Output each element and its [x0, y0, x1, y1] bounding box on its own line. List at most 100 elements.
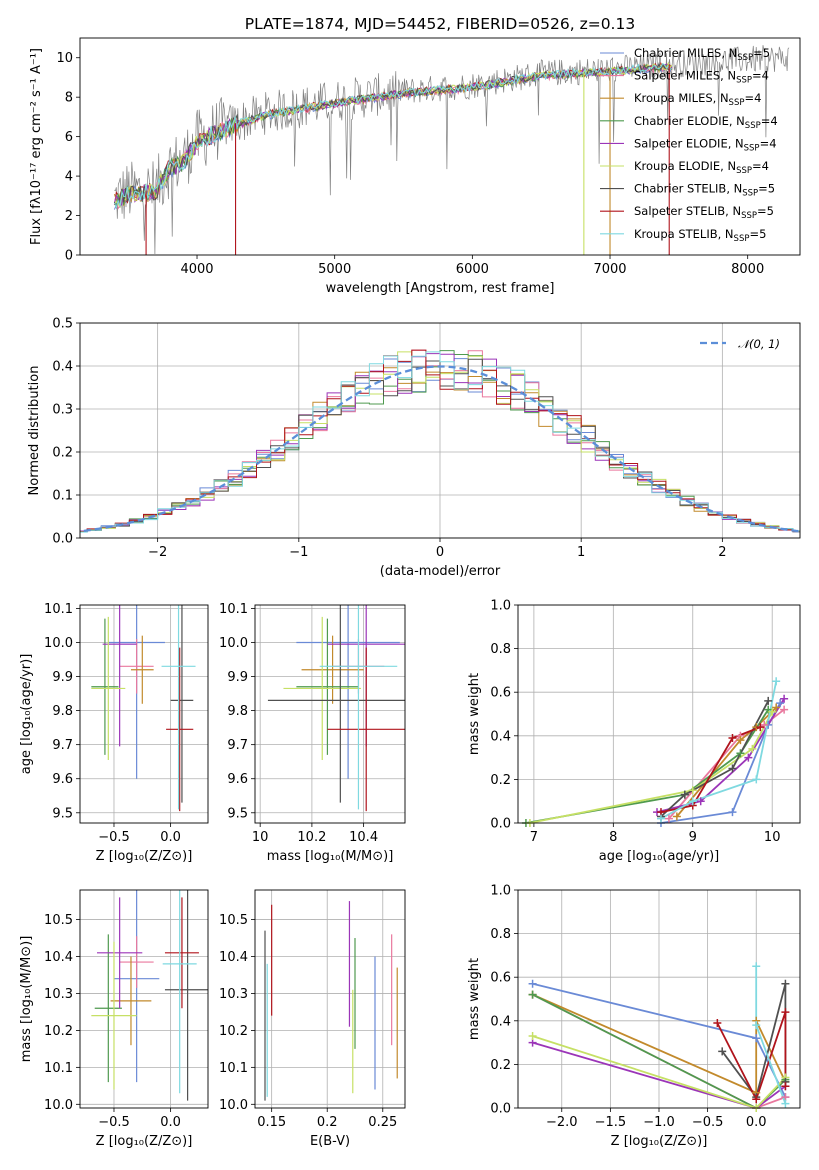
age-vs-metallicity-panel: −0.5 0.0 9.5 9.6 9.7 9.8 9.9 10.0 10.1 Z [log₁₀(Z…	[19, 602, 209, 864]
mass-weight-marker	[764, 696, 773, 705]
x-tick-label: −0.5	[98, 1115, 130, 1130]
legend-entry: Kroupa STELIB, NSSP=5	[634, 227, 766, 244]
y-tick-label: 9.8	[52, 704, 73, 719]
y-tick-label: 9.9	[52, 670, 73, 685]
x-axis-label: mass [log₁₀(M/M⊙)]	[267, 849, 394, 864]
mass-weight-marker	[728, 764, 737, 773]
axes-frame	[79, 322, 801, 539]
y-tick-label: 10.4	[219, 950, 248, 965]
mass-weight-vs-metallicity-plot-area	[518, 890, 800, 1108]
y-tick-label: 0.6	[490, 971, 511, 986]
mass-weight-series-line	[529, 711, 773, 823]
mass-weight-marker	[656, 814, 665, 823]
y-tick-label: 10.2	[219, 1024, 248, 1039]
y-axis-label: Flux [fλ10⁻¹⁷ erg cm⁻² s⁻¹ A⁻¹]	[29, 48, 44, 245]
mass-weight-marker	[752, 1095, 761, 1104]
mass-weight-marker	[752, 962, 761, 971]
x-tick-label: 0.25	[368, 1115, 397, 1130]
age-vs-mass-panel: 10 10.2 10.4 9.5 9.6 9.7 9.8 9.9 10.0 10.1 mass [l…	[219, 602, 406, 864]
legend-entry: Chabrier STELIB, NSSP=5	[634, 182, 775, 199]
y-tick-label: 6	[65, 130, 73, 145]
x-tick-label: −0.5	[98, 830, 130, 845]
y-tick-label: 1.0	[490, 599, 511, 614]
mass-weight-marker	[752, 1021, 761, 1030]
y-tick-label: 10.0	[219, 1098, 248, 1113]
y-tick-label: 0.3	[52, 403, 73, 418]
mass-weight-vs-age-plot-area	[518, 605, 800, 823]
mass-weight-vs-metallicity-panel: −2.0 −1.5 −1.0 −0.5 0.0 0.0 0.2 0.4 0.6 0.8 1.0 Z […	[467, 884, 801, 1149]
x-tick-label: 2	[718, 545, 726, 560]
mass-weight-marker	[696, 797, 705, 806]
mass-weight-marker	[768, 707, 777, 716]
y-tick-label: 8	[65, 91, 73, 106]
y-tick-label: 10.5	[44, 913, 73, 928]
legend-entry: Chabrier MILES, NSSP=5	[634, 46, 770, 63]
model-spectrum-line	[113, 62, 673, 210]
x-tick-label: 1	[577, 545, 585, 560]
mass-weight-marker	[780, 694, 789, 703]
y-tick-label: 4	[65, 170, 73, 185]
mass-weight-marker	[713, 1018, 722, 1027]
y-tick-label: 9.6	[52, 772, 73, 787]
y-tick-label: 10.5	[219, 913, 248, 928]
mass-weight-marker	[528, 979, 537, 988]
y-tick-label: 0.1	[52, 489, 73, 504]
legend-entry: Salpeter STELIB, NSSP=5	[634, 204, 774, 221]
mass-weight-marker	[752, 1034, 761, 1043]
x-tick-label: 0.0	[746, 1115, 767, 1130]
y-tick-label: 10.2	[44, 1024, 73, 1039]
mass-vs-metallicity-plot-area	[80, 890, 208, 1108]
spectrum-plot-area	[113, 45, 790, 255]
y-tick-label: 0.2	[490, 773, 511, 788]
y-tick-label: 10.1	[219, 1061, 248, 1076]
y-axis-label: age [log₁₀(age/yr)]	[19, 654, 34, 775]
x-axis-label: (data-model)/error	[380, 564, 501, 579]
y-tick-label: 0.0	[490, 1102, 511, 1117]
mass-weight-marker	[528, 1032, 537, 1041]
residual-histogram-plot-area	[80, 323, 800, 538]
legend-entry: Salpeter ELODIE, NSSP=4	[634, 136, 777, 153]
y-tick-label: 0.8	[490, 642, 511, 657]
mass-vs-metallicity-panel: −0.5 0.0 10.0 10.1 10.2 10.3 10.4 10.5 Z [log₁₀(…	[19, 889, 209, 1149]
y-tick-label: 10.1	[44, 1061, 73, 1076]
mass-vs-ebv-plot-area	[255, 890, 405, 1108]
y-tick-label: 9.5	[227, 806, 248, 821]
x-tick-label: 7000	[593, 262, 626, 277]
y-tick-label: 10.4	[44, 950, 73, 965]
y-axis-label: mass [log₁₀(M/M⊙)]	[19, 936, 34, 1063]
x-tick-label: 6000	[456, 262, 489, 277]
x-tick-label: 10.2	[297, 830, 326, 845]
axes-frame	[254, 604, 406, 824]
y-axis-label: mass weight	[467, 673, 482, 755]
axes-frame	[517, 604, 801, 824]
x-axis-label: wavelength [Angstrom, rest frame]	[326, 281, 555, 296]
mass-weight-marker	[781, 1099, 790, 1108]
x-axis-label: Z [log₁₀(Z/Z⊙)]	[96, 849, 193, 864]
y-tick-label: 0.5	[52, 317, 73, 332]
y-tick-label: 10.3	[219, 987, 248, 1002]
y-tick-label: 0	[65, 249, 73, 264]
mass-weight-series-line	[676, 706, 777, 818]
y-tick-label: 9.7	[52, 738, 73, 753]
x-tick-label: 8000	[731, 262, 764, 277]
normal-reference-curve	[80, 365, 800, 533]
mass-weight-marker	[772, 677, 781, 686]
mass-weight-series-line	[525, 709, 769, 823]
y-tick-label: 0.4	[490, 729, 511, 744]
x-tick-label: 0.2	[317, 1115, 338, 1130]
mass-weight-marker	[728, 733, 737, 742]
x-axis-label: E(B-V)	[310, 1134, 350, 1149]
mass-weight-marker	[752, 775, 761, 784]
legend-entry: Chabrier ELODIE, NSSP=4	[634, 114, 778, 131]
mass-weight-marker	[756, 723, 765, 732]
mass-weight-marker	[781, 1082, 790, 1091]
axes-frame	[254, 889, 406, 1109]
y-tick-label: 9.7	[227, 738, 248, 753]
x-tick-label: 0.15	[257, 1115, 286, 1130]
x-tick-label: −1	[289, 545, 308, 560]
y-tick-label: 0.8	[490, 927, 511, 942]
mass-weight-marker	[781, 1008, 790, 1017]
spectrum-legend: Chabrier MILES, NSSP=5 Salpeter MILES, NS…	[600, 46, 778, 244]
x-tick-label: 9	[689, 830, 697, 845]
